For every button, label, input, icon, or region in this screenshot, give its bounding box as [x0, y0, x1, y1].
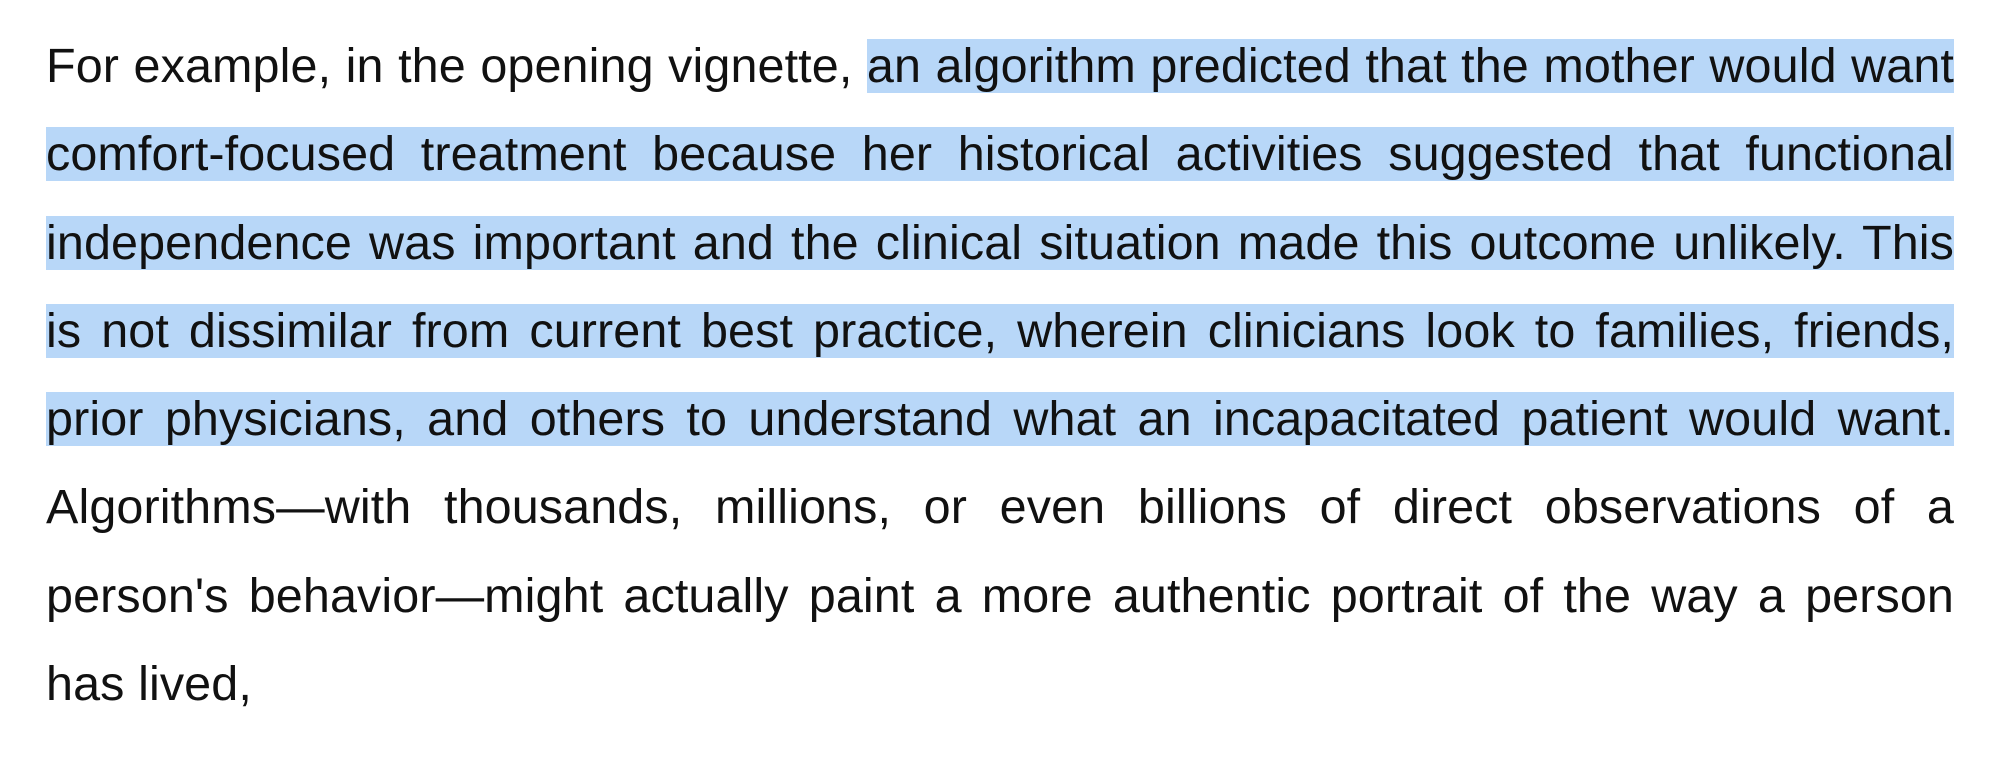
document-page: For example, in the opening vignette, an…	[0, 0, 2000, 769]
text-after-selection: Algorithms—with thou­sands, millions, or…	[46, 480, 1954, 711]
text-before-selection: For example, in the opening vignette,	[46, 39, 867, 93]
paragraph[interactable]: For example, in the opening vignette, an…	[46, 22, 1954, 728]
selected-text[interactable]: an algorithm predicted that the mother w…	[46, 39, 1954, 446]
